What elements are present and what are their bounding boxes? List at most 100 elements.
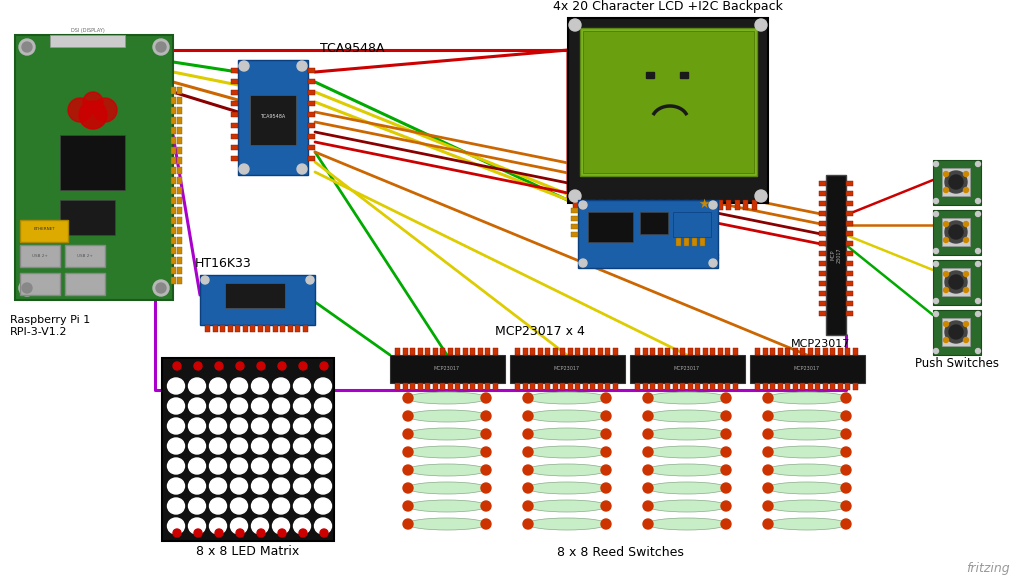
Text: MCP23017: MCP23017 [554, 366, 580, 372]
Ellipse shape [230, 458, 248, 474]
Circle shape [601, 483, 611, 493]
Text: HT16K33: HT16K33 [195, 257, 252, 270]
Bar [567, 348, 572, 355]
Bar [308, 90, 315, 95]
Bar [177, 187, 182, 194]
Bar [410, 348, 415, 355]
Circle shape [569, 190, 581, 202]
Bar [231, 156, 238, 161]
Bar [200, 275, 315, 325]
Ellipse shape [210, 438, 226, 454]
Bar [830, 383, 835, 390]
Text: TCA9548A: TCA9548A [319, 42, 384, 55]
Ellipse shape [188, 398, 206, 414]
Circle shape [257, 362, 265, 370]
Bar [231, 145, 238, 150]
Bar [657, 348, 663, 355]
Bar [231, 79, 238, 84]
Circle shape [523, 393, 534, 403]
Bar [667, 200, 672, 210]
Ellipse shape [168, 398, 184, 414]
Text: USB 2+: USB 2+ [77, 254, 93, 258]
Bar [220, 325, 225, 332]
Circle shape [964, 187, 969, 192]
Bar [177, 217, 182, 224]
Bar [770, 348, 775, 355]
Bar [583, 383, 588, 390]
Circle shape [319, 362, 328, 370]
Bar [942, 268, 970, 296]
Circle shape [239, 164, 249, 174]
Bar [763, 348, 768, 355]
Ellipse shape [188, 518, 206, 534]
Ellipse shape [210, 498, 226, 514]
Circle shape [943, 321, 948, 327]
Bar [410, 383, 415, 390]
Circle shape [481, 519, 490, 529]
Bar [845, 383, 850, 390]
Bar [819, 291, 826, 296]
Circle shape [153, 39, 169, 55]
Bar [493, 348, 498, 355]
Circle shape [964, 272, 969, 276]
Circle shape [763, 393, 773, 403]
Circle shape [643, 429, 653, 439]
Bar [605, 348, 610, 355]
Circle shape [763, 411, 773, 421]
Ellipse shape [272, 458, 290, 474]
Circle shape [299, 529, 307, 537]
Bar [308, 123, 315, 128]
Bar [530, 383, 535, 390]
Ellipse shape [168, 498, 184, 514]
Bar [819, 261, 826, 266]
Bar [231, 90, 238, 95]
Bar [615, 200, 621, 210]
Bar [171, 87, 176, 94]
Text: USB 2+: USB 2+ [32, 254, 48, 258]
Circle shape [964, 238, 969, 243]
Bar [485, 348, 490, 355]
Bar [846, 311, 853, 316]
Ellipse shape [294, 378, 310, 394]
Bar [612, 383, 617, 390]
Text: Raspberry Pi 1
RPI-3-V1.2: Raspberry Pi 1 RPI-3-V1.2 [10, 315, 90, 336]
Bar [665, 383, 670, 390]
Ellipse shape [230, 438, 248, 454]
Circle shape [523, 483, 534, 493]
Circle shape [763, 501, 773, 511]
Circle shape [22, 42, 32, 52]
Bar [683, 200, 688, 210]
Ellipse shape [230, 498, 248, 514]
Ellipse shape [647, 464, 727, 476]
Ellipse shape [252, 418, 268, 434]
Circle shape [601, 519, 611, 529]
Bar [846, 271, 853, 276]
Bar [571, 216, 578, 221]
Bar [819, 221, 826, 226]
Bar [177, 257, 182, 264]
Bar [846, 241, 853, 246]
Circle shape [721, 429, 731, 439]
Ellipse shape [647, 500, 727, 512]
Bar [755, 383, 760, 390]
Text: DSI (DISPLAY): DSI (DISPLAY) [71, 28, 104, 33]
Ellipse shape [168, 418, 184, 434]
Circle shape [721, 393, 731, 403]
Bar [575, 348, 580, 355]
Bar [171, 97, 176, 104]
Ellipse shape [252, 438, 268, 454]
Bar [933, 310, 981, 355]
Bar [646, 72, 654, 78]
Bar [718, 383, 723, 390]
Ellipse shape [272, 418, 290, 434]
Text: 8 x 8 Reed Switches: 8 x 8 Reed Switches [557, 546, 683, 559]
Text: Push Switches: Push Switches [915, 357, 999, 370]
Bar [819, 281, 826, 286]
Bar [583, 31, 754, 173]
Bar [171, 247, 176, 254]
Bar [177, 87, 182, 94]
Bar [231, 123, 238, 128]
Text: MCP
23017: MCP 23017 [830, 247, 842, 263]
Circle shape [194, 362, 202, 370]
Circle shape [403, 393, 413, 403]
